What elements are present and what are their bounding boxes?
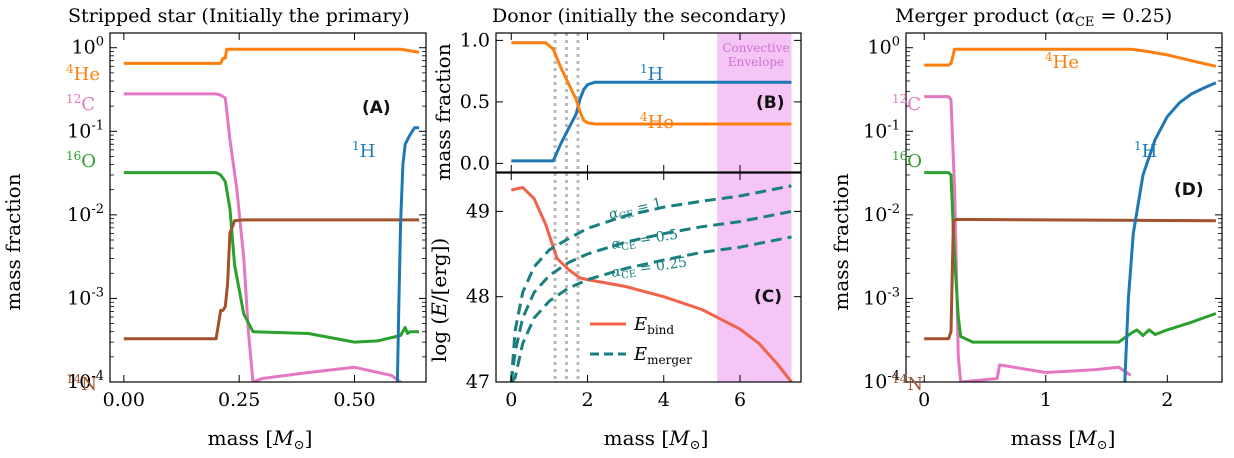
series-D-1H xyxy=(1123,81,1217,382)
tick-label-y-C: 48 xyxy=(466,286,490,308)
tag-c: (C) xyxy=(754,287,782,307)
tick-label-y-B: 0.5 xyxy=(460,91,490,113)
panel-d-title: Merger product (αCE = 0.25) xyxy=(895,5,1172,30)
envelope-region-C xyxy=(717,173,792,382)
series-D-12C xyxy=(924,95,1132,382)
tick-label-x-C: 4 xyxy=(658,389,670,411)
frame-C xyxy=(495,172,802,383)
label-ace-05: αCE = 0.5 xyxy=(610,227,679,255)
label-h1-b: 1H xyxy=(640,62,663,85)
tick-label-x-D: 1 xyxy=(1040,389,1052,411)
label-he4-d: 4He xyxy=(1045,50,1079,73)
label-ace-1: αCE = 1 xyxy=(607,195,664,225)
panel-d-xlabel: mass [M⊙] xyxy=(1011,426,1116,453)
frame-A xyxy=(109,32,427,383)
tick-label-y-B: 0.0 xyxy=(460,152,490,174)
label-o16-d: 16O xyxy=(892,149,922,172)
label-h1-d: 1H xyxy=(1134,139,1157,162)
panel-a-title: Stripped star (Initially the primary) xyxy=(68,5,410,27)
convective-label: Convective xyxy=(722,41,789,55)
tick-label-y-B: 1.0 xyxy=(460,29,490,51)
legend-label-emerger: Emerger xyxy=(633,344,692,367)
tick-label-y-D: 10-2 xyxy=(863,202,900,226)
envelope-label: Envelope xyxy=(728,55,784,69)
tag-a: (A) xyxy=(362,98,391,118)
series-A-14N xyxy=(123,218,420,341)
tag-b: (B) xyxy=(756,93,785,113)
panel-b: 0.0 0.5 1.0 xyxy=(460,29,802,174)
frame-D xyxy=(905,32,1223,383)
series-A-4He xyxy=(123,47,420,65)
panel-a-ylabel: mass fraction xyxy=(1,173,25,310)
label-c12-a: 12C xyxy=(66,92,95,115)
label-he4-b: 4He xyxy=(640,110,674,133)
tick-label-x-C: 0 xyxy=(505,389,517,411)
legend-label-ebind: Ebind xyxy=(633,314,674,337)
series-A-1H xyxy=(395,126,420,382)
label-c12-d: 12C xyxy=(892,92,921,115)
tick-label-x-A: 0.50 xyxy=(333,389,375,411)
panel-b-title: Donor (initially the secondary) xyxy=(492,5,786,27)
series-A-12C xyxy=(123,92,402,382)
series-B-1H xyxy=(511,80,792,163)
label-ace-025: αCE = 0.25 xyxy=(610,255,688,283)
tick-label-x-C: 6 xyxy=(734,389,746,411)
tick-label-x-D: 0 xyxy=(918,389,930,411)
tick-label-y-A: 100 xyxy=(72,35,104,59)
series-D-4He xyxy=(924,47,1217,68)
tick-label-y-C: 49 xyxy=(466,200,490,222)
panel-c-ylabel: log (E/[erg]) xyxy=(427,238,451,362)
series-C-alpha-CE---0-25 xyxy=(510,235,792,382)
tick-label-y-D: 100 xyxy=(868,35,900,59)
tick-label-y-D: 10-1 xyxy=(863,118,900,142)
series-A-16O xyxy=(123,171,420,344)
tick-label-x-A: 0.25 xyxy=(218,389,260,411)
tick-label-y-A: 10-2 xyxy=(67,202,104,226)
tick-label-y-D: 10-3 xyxy=(863,285,900,309)
tick-label-y-C: 47 xyxy=(466,371,490,393)
tick-label-x-D: 2 xyxy=(1161,389,1173,411)
series-C-E-bind xyxy=(510,186,793,382)
label-h1-a: 1H xyxy=(352,139,375,162)
panel-b-ylabel: mass fraction xyxy=(431,43,455,180)
panel-c-xlabel: mass [M⊙] xyxy=(604,426,709,453)
frame-B xyxy=(495,32,802,173)
series-B-4He xyxy=(511,41,792,126)
tick-label-x-A: 0.00 xyxy=(103,389,145,411)
label-o16-a: 16O xyxy=(66,149,96,172)
panel-d-ylabel: mass fraction xyxy=(829,173,853,310)
series-D-14N xyxy=(924,218,1216,341)
legend-c: Ebind Emerger xyxy=(590,314,692,367)
series-C-alpha-CE---1 xyxy=(509,184,792,382)
series-C-alpha-CE---0-5 xyxy=(509,209,792,382)
series-D-16O xyxy=(924,171,1217,344)
tick-label-y-A: 10-1 xyxy=(67,118,104,142)
tag-d: (D) xyxy=(1174,180,1204,200)
panel-a-xlabel: mass [M⊙] xyxy=(208,426,313,453)
label-n14-a: 14N xyxy=(66,372,97,395)
label-n14-d: 14N xyxy=(892,372,923,395)
tick-label-x-C: 2 xyxy=(581,389,593,411)
tick-label-y-A: 10-3 xyxy=(67,285,104,309)
envelope-region-B xyxy=(717,33,792,172)
label-he4-a: 4He xyxy=(66,62,100,85)
